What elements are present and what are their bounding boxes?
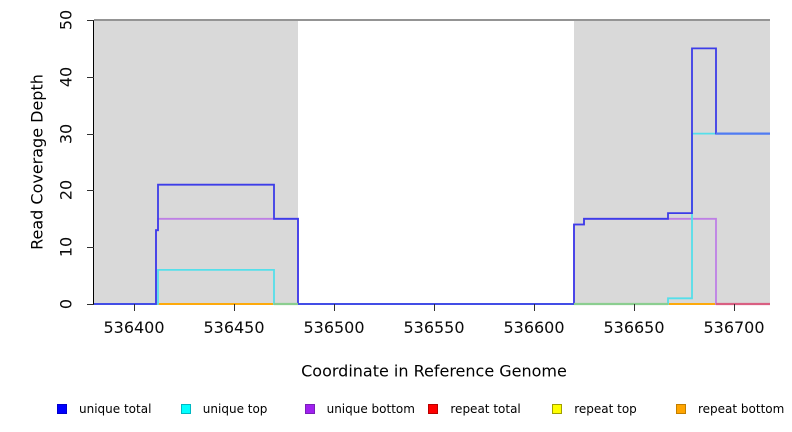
- x-tick: [234, 304, 235, 311]
- x-tick: [134, 304, 135, 311]
- legend-item: unique top: [175, 402, 299, 416]
- legend-swatch-icon: [57, 404, 67, 414]
- y-tick: [87, 190, 94, 192]
- x-tick-label: 536400: [103, 318, 165, 337]
- legend-item: repeat total: [422, 402, 546, 416]
- legend-label: unique bottom: [326, 402, 415, 416]
- x-tick-label: 536500: [303, 318, 365, 337]
- legend: unique total unique top unique bottom repea…: [51, 397, 792, 421]
- x-tick-label: 536550: [403, 318, 465, 337]
- repeat-shaded-region: [574, 20, 770, 304]
- legend-label: unique total: [79, 402, 152, 416]
- legend-item: unique total: [51, 402, 175, 416]
- legend-item: repeat bottom: [670, 402, 792, 416]
- x-tick-label: 536450: [203, 318, 265, 337]
- y-tick-label: 50: [56, 9, 76, 31]
- y-axis-line: [93, 20, 94, 305]
- legend-label: repeat total: [450, 402, 521, 416]
- x-tick: [734, 304, 735, 311]
- y-tick: [87, 133, 94, 135]
- legend-item: unique bottom: [299, 402, 423, 416]
- series-line-unique-total: [94, 47, 770, 305]
- repeat-shaded-region: [94, 20, 298, 304]
- x-tick-label: 536600: [503, 318, 565, 337]
- legend-label: repeat top: [574, 402, 637, 416]
- x-tick: [534, 304, 535, 311]
- y-tick-label: 30: [56, 123, 76, 144]
- legend-label: repeat bottom: [697, 402, 785, 416]
- y-tick-label: 10: [56, 237, 76, 258]
- y-tick: [87, 304, 94, 305]
- y-tick: [87, 20, 94, 21]
- y-tick: [87, 247, 94, 249]
- legend-swatch-icon: [428, 404, 439, 414]
- x-tick: [434, 304, 435, 311]
- y-tick-label: 0: [56, 298, 76, 310]
- x-tick-label: 536700: [703, 318, 765, 337]
- x-tick: [634, 304, 635, 311]
- x-axis-title: Coordinate in Reference Genome: [301, 361, 567, 381]
- y-tick-label: 20: [56, 180, 76, 201]
- legend-swatch-icon: [180, 404, 191, 414]
- y-axis-title: Read Coverage Depth: [27, 74, 47, 250]
- legend-swatch-icon: [552, 404, 563, 414]
- y-tick: [87, 76, 94, 78]
- legend-swatch-icon: [304, 404, 315, 414]
- y-tick-label: 40: [56, 66, 76, 87]
- legend-label: unique top: [202, 402, 268, 416]
- legend-swatch-icon: [675, 404, 686, 414]
- plot-canvas: [94, 19, 770, 306]
- x-tick-label: 536650: [603, 318, 665, 337]
- x-tick: [334, 304, 335, 311]
- legend-item: repeat top: [546, 402, 670, 416]
